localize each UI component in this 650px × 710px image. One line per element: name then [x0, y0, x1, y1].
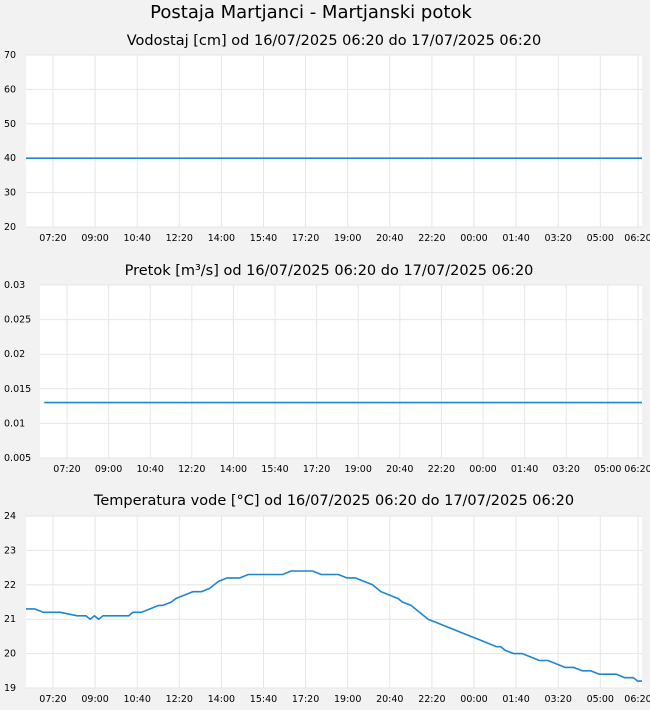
x-tick-label: 15:40: [261, 464, 288, 475]
x-tick-label: 09:00: [81, 694, 108, 705]
x-tick-label: 14:00: [208, 694, 235, 705]
x-tick-label: 01:40: [511, 464, 538, 475]
x-tick-label: 06:20: [624, 694, 650, 705]
x-tick-label: 22:20: [428, 464, 455, 475]
x-tick-label: 12:20: [166, 233, 193, 244]
plot-area: [26, 55, 642, 227]
y-tick-label: 0.01: [4, 418, 25, 429]
x-tick-label: 03:20: [553, 464, 580, 475]
x-tick-label: 10:40: [124, 694, 151, 705]
y-tick-label: 0.005: [4, 453, 31, 464]
y-tick-label: 21: [4, 614, 16, 625]
x-tick-label: 07:20: [53, 464, 80, 475]
x-tick-label: 10:40: [124, 233, 151, 244]
x-tick-label: 05:00: [594, 464, 621, 475]
x-tick-label: 19:00: [345, 464, 372, 475]
y-tick-label: 60: [4, 84, 16, 95]
x-tick-label: 05:00: [587, 233, 614, 244]
page-title: Postaja Martjanci - Martjanski potok: [150, 2, 472, 23]
x-tick-label: 19:00: [334, 233, 361, 244]
y-tick-label: 20: [4, 222, 16, 233]
x-tick-label: 22:20: [418, 694, 445, 705]
plot-area: [40, 285, 642, 458]
x-tick-label: 22:20: [418, 233, 445, 244]
x-tick-label: 14:00: [208, 233, 235, 244]
x-tick-label: 00:00: [460, 694, 487, 705]
x-tick-label: 07:20: [39, 694, 66, 705]
series-line: [26, 570, 642, 682]
x-tick-label: 00:00: [460, 233, 487, 244]
y-tick-label: 40: [4, 153, 16, 164]
x-tick-label: 06:20: [624, 464, 650, 475]
y-tick-label: 23: [4, 545, 16, 556]
x-tick-label: 06:20: [624, 233, 650, 244]
x-tick-label: 03:20: [545, 233, 572, 244]
x-tick-label: 01:40: [502, 694, 529, 705]
plot-area: [26, 516, 642, 688]
x-tick-label: 05:00: [587, 694, 614, 705]
x-tick-label: 12:20: [166, 694, 193, 705]
y-tick-label: 0.02: [4, 349, 25, 360]
x-tick-label: 01:40: [502, 233, 529, 244]
x-tick-label: 17:20: [292, 694, 319, 705]
y-tick-label: 19: [4, 683, 16, 694]
x-tick-label: 14:00: [220, 464, 247, 475]
x-tick-label: 17:20: [292, 233, 319, 244]
panel-title: Temperatura vode [°C] od 16/07/2025 06:2…: [93, 493, 574, 509]
x-tick-label: 09:00: [95, 464, 122, 475]
y-tick-label: 24: [4, 511, 16, 522]
y-tick-label: 70: [4, 50, 16, 61]
y-tick-label: 22: [4, 580, 16, 591]
x-tick-label: 03:20: [545, 694, 572, 705]
panel-title: Vodostaj [cm] od 16/07/2025 06:20 do 17/…: [127, 33, 541, 49]
panel-title: Pretok [m³/s] od 16/07/2025 06:20 do 17/…: [125, 263, 534, 279]
x-tick-label: 12:20: [178, 464, 205, 475]
x-tick-label: 15:40: [250, 233, 277, 244]
x-tick-label: 20:40: [386, 464, 413, 475]
y-tick-label: 0.025: [4, 315, 31, 326]
y-tick-label: 50: [4, 119, 16, 130]
x-tick-label: 00:00: [469, 464, 496, 475]
x-tick-label: 19:00: [334, 694, 361, 705]
x-tick-label: 17:20: [303, 464, 330, 475]
x-tick-label: 15:40: [250, 694, 277, 705]
y-tick-label: 0.03: [4, 280, 25, 291]
x-tick-label: 07:20: [39, 233, 66, 244]
x-tick-label: 09:00: [81, 233, 108, 244]
y-tick-label: 30: [4, 188, 16, 199]
y-tick-label: 0.015: [4, 384, 31, 395]
x-tick-label: 10:40: [137, 464, 164, 475]
y-tick-label: 20: [4, 649, 16, 660]
x-tick-label: 20:40: [376, 233, 403, 244]
x-tick-label: 20:40: [376, 694, 403, 705]
